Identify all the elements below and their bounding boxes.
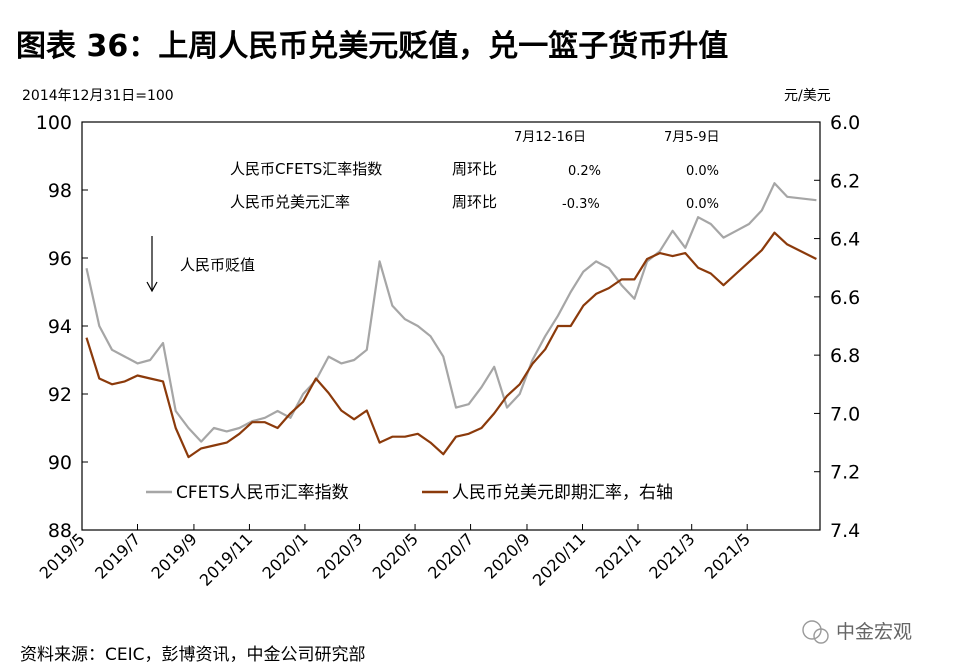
plot-frame [81, 121, 821, 531]
legend-label-cfets: CFETS人民币汇率指数 [176, 483, 349, 503]
watermark: 中金宏观 [802, 620, 912, 644]
annotation-label: 人民币贬值 [180, 256, 255, 274]
table-row-value: 0.0% [686, 197, 719, 212]
x-tick-label: 2019/7 [91, 529, 144, 582]
x-tick-label: 2021/3 [645, 529, 698, 582]
left-tick-label: 88 [48, 520, 72, 542]
right-tick-label: 6.8 [830, 345, 860, 367]
table-row-name: 人民币兑美元汇率 [230, 193, 350, 211]
wechat-icon-inner [813, 628, 829, 644]
chart-title: 图表 36：上周人民币兑美元贬值，兑一篮子货币升值 [16, 29, 728, 64]
x-tick-label: 2020/9 [481, 529, 534, 582]
series-line-cfets [85, 182, 817, 443]
left-axis-unit: 2014年12月31日=100 [22, 88, 174, 104]
x-tick-label: 2021/5 [701, 529, 754, 582]
right-tick-label: 6.6 [830, 287, 860, 309]
legend-label-usdcny: 人民币兑美元即期汇率，右轴 [452, 483, 673, 503]
x-tick-label: 2019/9 [148, 529, 201, 582]
source-note: 资料来源：CEIC，彭博资讯，中金公司研究部 [20, 645, 366, 665]
series-line-usdcny [85, 231, 817, 459]
x-tick-label: 2020/11 [529, 529, 589, 589]
x-tick-label: 2021/1 [592, 529, 645, 582]
table-header-week2: 7月5-9日 [664, 130, 720, 145]
right-tick-label: 7.4 [830, 520, 860, 542]
x-tick-label: 2020/7 [424, 529, 477, 582]
right-tick-label: 7.2 [830, 462, 860, 484]
left-tick-label: 98 [48, 180, 72, 202]
x-tick-label: 2019/11 [196, 529, 256, 589]
left-tick-label: 96 [48, 248, 72, 270]
right-tick-label: 7.0 [830, 403, 860, 425]
x-tick-label: 2020/5 [369, 529, 422, 582]
right-tick-label: 6.2 [830, 170, 860, 192]
left-tick-label: 94 [48, 316, 72, 338]
table-row-value: 0.0% [686, 164, 719, 179]
x-tick-label: 2020/3 [313, 529, 366, 582]
right-tick-label: 6.4 [830, 229, 860, 251]
table-row-name: 人民币CFETS汇率指数 [230, 160, 382, 178]
table-row-value: 0.2% [568, 164, 601, 179]
table-row-metric: 周环比 [452, 160, 497, 178]
stats-table: 7月12-16日 7月5-9日 人民币CFETS汇率指数 周环比 0.2% 0.… [230, 130, 720, 212]
left-tick-label: 90 [48, 452, 72, 474]
x-tick-label: 2020/1 [259, 529, 312, 582]
watermark-label: 中金宏观 [836, 621, 912, 643]
left-tick-label: 92 [48, 384, 72, 406]
depreciation-annotation: 人民币贬值 [146, 236, 255, 293]
left-axis: 100 98 96 94 92 90 88 [36, 112, 88, 542]
left-tick-label: 100 [36, 112, 72, 134]
series-layer [85, 182, 817, 459]
legend: CFETS人民币汇率指数 人民币兑美元即期汇率，右轴 [146, 483, 673, 503]
right-axis: 6.0 6.2 6.4 6.6 6.8 7.0 7.2 7.4 [814, 112, 860, 542]
table-row-value: -0.3% [562, 197, 600, 212]
arrow-head [146, 281, 158, 293]
table-header-week1: 7月12-16日 [514, 130, 586, 145]
wechat-icon [802, 620, 822, 640]
right-tick-label: 6.0 [830, 112, 860, 134]
right-axis-unit: 元/美元 [784, 88, 831, 104]
table-row-metric: 周环比 [452, 193, 497, 211]
